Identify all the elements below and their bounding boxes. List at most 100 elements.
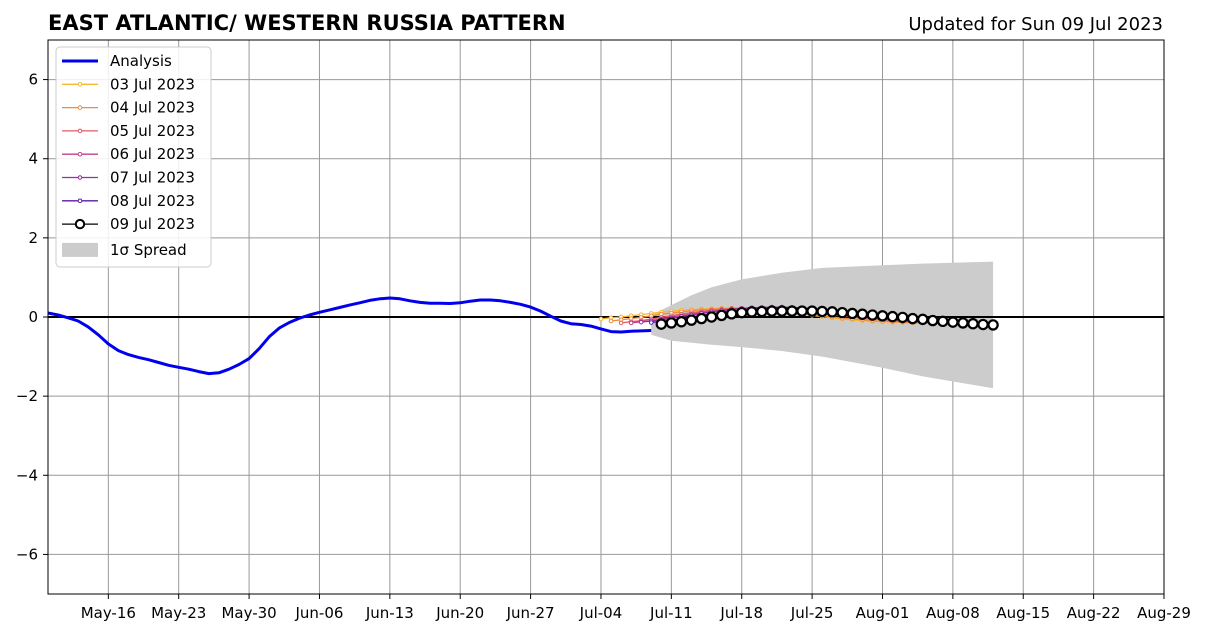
x-tick-label: Aug-15	[996, 604, 1050, 622]
x-tick-label: May-30	[221, 604, 276, 622]
forecast-point	[816, 305, 828, 318]
y-tick-label: −2	[16, 387, 38, 405]
y-tick-label: 6	[28, 71, 38, 89]
forecast-point	[826, 306, 838, 318]
y-tick-label: −4	[16, 466, 38, 484]
forecast-point	[786, 305, 798, 317]
x-tick-label: Jun-06	[294, 604, 343, 622]
legend-item-forecast: 07 Jul 2023	[62, 169, 195, 187]
forecast-point	[628, 320, 634, 326]
legend-label: 05 Jul 2023	[110, 122, 195, 140]
forecast-point	[776, 305, 788, 317]
forecast-point	[947, 316, 959, 328]
forecast-point	[866, 309, 879, 321]
legend-label: 09 Jul 2023	[110, 215, 195, 233]
forecast-point	[876, 310, 889, 322]
legend-marker	[77, 128, 83, 134]
x-tick-label: Aug-01	[856, 604, 910, 622]
legend-marker	[77, 82, 83, 87]
forecast-point	[638, 319, 644, 325]
forecast-series	[655, 305, 999, 331]
legend-marker	[77, 175, 83, 180]
x-tick-label: May-16	[81, 604, 136, 622]
legend-item-spread: 1σ Spread	[62, 241, 187, 259]
forecast-point	[896, 311, 909, 324]
legend-item-forecast: 06 Jul 2023	[62, 145, 195, 163]
forecast-point	[856, 308, 869, 320]
x-tick-label: Jul-04	[579, 604, 623, 622]
forecast-point	[987, 319, 999, 331]
legend-marker	[77, 151, 83, 157]
forecast-point	[655, 318, 667, 330]
legend-box	[55, 46, 212, 268]
y-tick-label: 2	[28, 229, 38, 247]
forecast-point	[766, 305, 778, 317]
analysis-line	[47, 296, 652, 376]
forecast-point	[648, 320, 654, 325]
forecast-point	[886, 310, 899, 323]
legend-label: 03 Jul 2023	[110, 75, 195, 93]
forecast-point	[796, 305, 808, 317]
forecast-point	[665, 317, 678, 329]
forecast-point	[715, 309, 728, 322]
x-tick-label: Aug-29	[1137, 604, 1191, 622]
forecast-point	[917, 313, 929, 326]
forecast-point	[836, 306, 848, 319]
spread-band	[651, 261, 994, 389]
forecast-point	[977, 318, 989, 331]
forecast-point	[927, 314, 939, 327]
y-tick-label: −6	[16, 545, 38, 563]
forecast-point	[937, 315, 949, 328]
spread-band-layer	[651, 261, 994, 389]
forecast-point	[705, 311, 718, 323]
forecast-point	[756, 305, 768, 318]
chart-subtitle: Updated for Sun 09 Jul 2023	[908, 14, 1163, 35]
forecast-point	[746, 306, 758, 318]
legend-label: Analysis	[110, 52, 172, 70]
forecast-point	[725, 308, 738, 320]
legend-label: 04 Jul 2023	[110, 99, 195, 117]
forecast-point	[846, 307, 859, 320]
legend-label: 07 Jul 2023	[110, 169, 195, 187]
forecast-point	[736, 306, 748, 319]
x-tick-label: Jun-27	[506, 604, 555, 622]
chart-title: EAST ATLANTIC/ WESTERN RUSSIA PATTERN	[48, 11, 566, 35]
legend-item-forecast: 05 Jul 2023	[62, 122, 195, 140]
legend-marker	[77, 198, 83, 204]
series-layer	[47, 296, 999, 376]
x-tick-label: May-23	[151, 604, 206, 622]
x-tick-label: Jun-20	[435, 604, 484, 622]
y-tick-label: 4	[28, 150, 38, 168]
legend-item-forecast: 03 Jul 2023	[62, 75, 195, 93]
forecast-point	[685, 314, 698, 326]
forecast-point	[695, 312, 708, 325]
forecast-point	[906, 312, 919, 325]
y-tick-label: 0	[28, 308, 38, 326]
forecast-point	[608, 318, 614, 324]
forecast-point	[967, 318, 979, 330]
legend-label: 1σ Spread	[110, 241, 187, 259]
legend-label: 08 Jul 2023	[110, 192, 195, 210]
forecast-point	[598, 316, 604, 322]
legend-item-forecast: 08 Jul 2023	[62, 192, 195, 210]
x-tick-label: Aug-22	[1067, 604, 1121, 622]
forecast-point	[957, 317, 969, 329]
forecast-point	[675, 316, 688, 328]
legend-item-forecast: 09 Jul 2023	[62, 215, 195, 233]
forecast-point	[806, 305, 818, 317]
x-tick-label: Jul-25	[790, 604, 834, 622]
x-tick-label: Aug-08	[926, 604, 980, 622]
x-tick-label: Jun-13	[365, 604, 414, 622]
axis-ticks: May-16 May-23 May-30 Jun-06 Jun-13 Jun-20 Jun-…	[16, 71, 1191, 622]
legend-marker	[74, 218, 86, 230]
legend: Analysis 03 Jul 2023 04 Jul 2023 05 Jul 202…	[55, 46, 212, 268]
x-tick-label: Jul-18	[719, 604, 763, 622]
legend-swatch	[62, 242, 98, 257]
x-tick-label: Jul-11	[649, 604, 693, 622]
legend-item-forecast: 04 Jul 2023	[62, 99, 195, 117]
legend-label: 06 Jul 2023	[110, 145, 195, 163]
legend-item-analysis: Analysis	[62, 52, 172, 70]
legend-marker	[77, 105, 83, 110]
forecast-point	[618, 320, 624, 326]
